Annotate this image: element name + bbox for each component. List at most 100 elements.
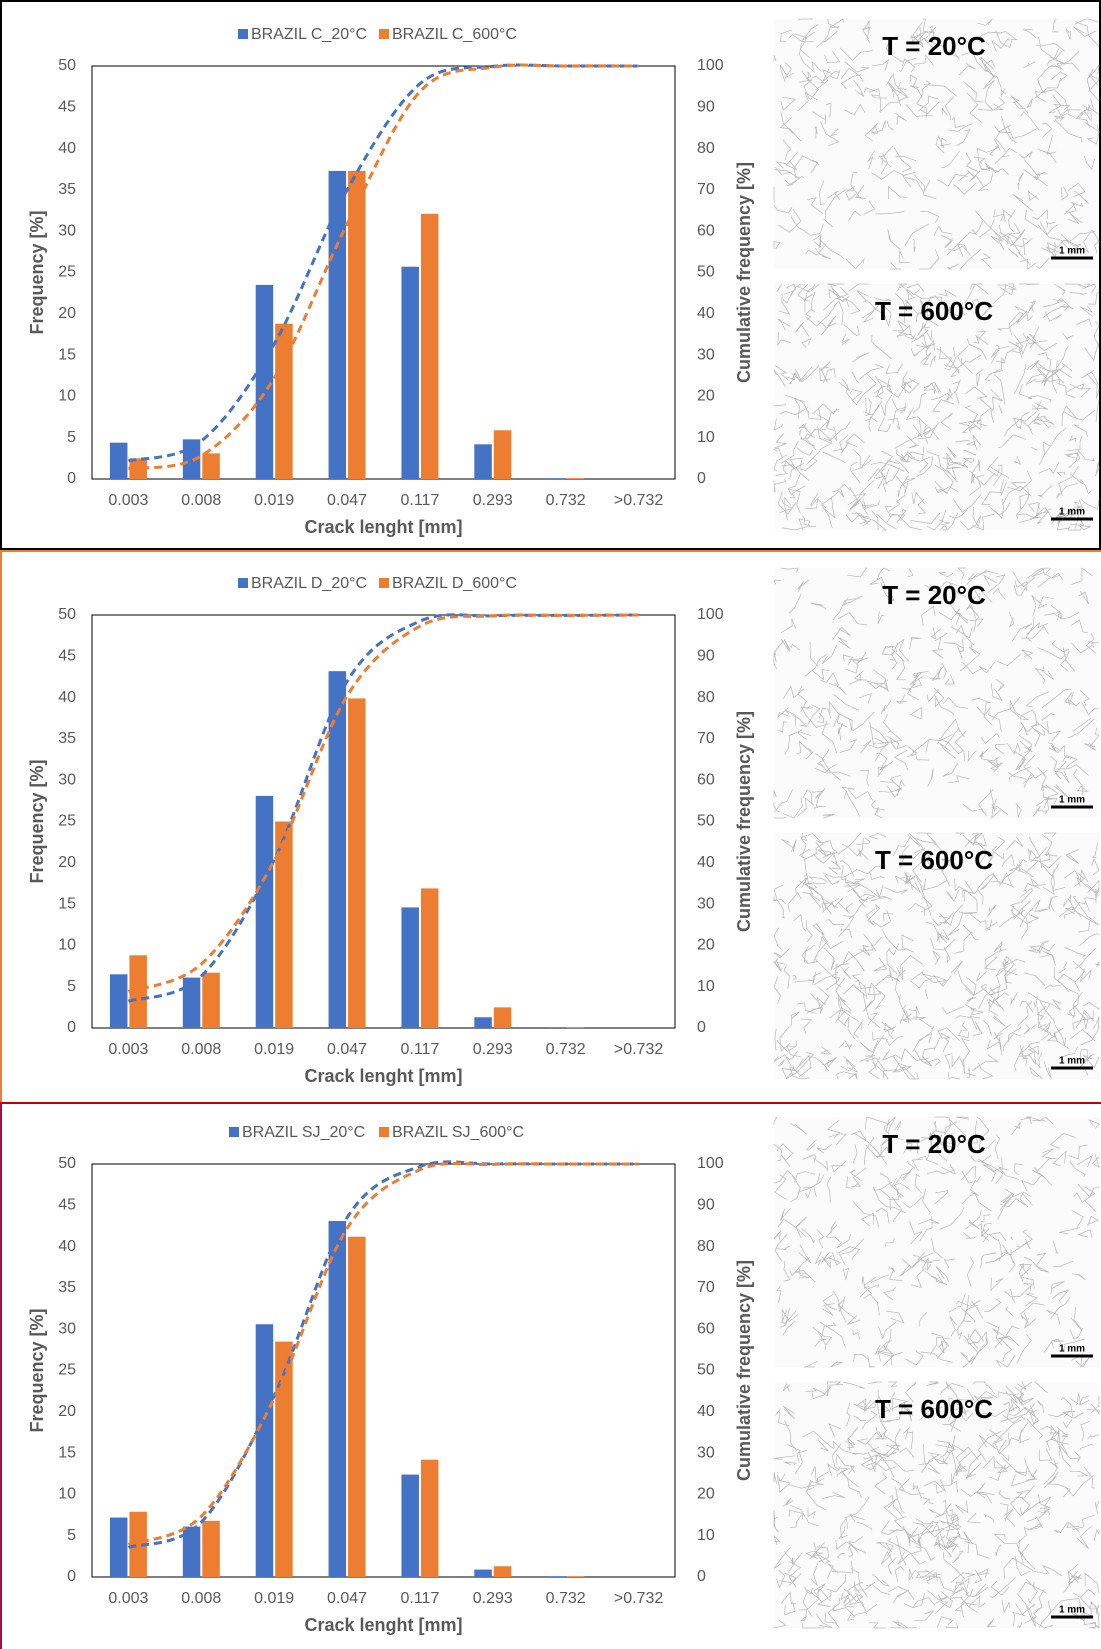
y-tick-label: 15 — [58, 346, 76, 363]
x-axis-title: Crack lenght [mm] — [304, 1066, 462, 1086]
legend-swatch — [229, 1127, 239, 1137]
chart-panel: 0 5 10 15 20 25 30 35 40 45 50 0 10 20 30 40 50 60 70 80 90 1… — [27, 567, 1100, 1086]
x-tick-label: 0.732 — [546, 492, 586, 509]
bar — [474, 1569, 492, 1577]
legend-label: BRAZIL SJ_20°C — [242, 1124, 365, 1141]
y-tick-label: 25 — [58, 264, 76, 281]
bar — [348, 170, 366, 480]
x-tick-label: 0.019 — [254, 1590, 294, 1607]
y2-tick-label: 90 — [697, 648, 715, 665]
y-tick-label: 40 — [58, 1238, 76, 1255]
crack-network — [773, 832, 1100, 1080]
y2-axis-title: Cumulative frequency [%] — [734, 711, 754, 932]
cumulative-line — [128, 63, 639, 463]
y2-tick-label: 20 — [697, 1486, 715, 1503]
y2-tick-label: 50 — [697, 1362, 715, 1379]
bar — [129, 1511, 147, 1577]
legend: BRAZIL C_20°C BRAZIL C_600°C — [238, 26, 517, 43]
y-tick-label: 45 — [58, 1197, 76, 1214]
y2-tick-label: 10 — [697, 1527, 715, 1544]
bar — [109, 974, 128, 1028]
y-tick-label: 35 — [58, 181, 76, 198]
legend-swatch — [238, 29, 248, 39]
y2-tick-label: 80 — [697, 140, 715, 157]
y2-tick-label: 60 — [697, 222, 715, 239]
x-tick-label: 0.293 — [473, 1590, 513, 1607]
y-tick-label: 20 — [58, 854, 76, 871]
y-tick-label: 50 — [58, 606, 76, 623]
y-tick-label: 0 — [67, 1568, 76, 1585]
x-tick-label: 0.117 — [401, 1590, 440, 1607]
x-tick-label: >0.732 — [614, 1041, 663, 1058]
x-tick-label: 0.003 — [108, 1590, 148, 1607]
bar — [348, 698, 366, 1028]
y2-tick-label: 90 — [697, 1197, 715, 1214]
y2-tick-label: 20 — [697, 388, 715, 405]
plot-area — [91, 614, 676, 1029]
y-tick-label: 0 — [67, 470, 76, 487]
image-label: T = 20°C — [882, 580, 986, 610]
bar — [566, 478, 585, 479]
bar — [255, 795, 274, 1028]
bar — [275, 323, 293, 479]
y-tick-label: 5 — [67, 978, 76, 995]
y2-tick-label: 70 — [697, 730, 715, 747]
crack-network — [773, 1381, 1100, 1630]
bar — [255, 284, 274, 479]
bar — [182, 1526, 201, 1577]
y2-tick-label: 10 — [697, 978, 715, 995]
crack-network — [773, 283, 1100, 531]
image-label: T = 600°C — [875, 1394, 993, 1424]
y2-tick-label: 0 — [697, 1019, 706, 1036]
y2-tick-label: 40 — [697, 1403, 715, 1420]
y-tick-label: 30 — [58, 1320, 76, 1337]
legend: BRAZIL D_20°C BRAZIL D_600°C — [238, 575, 517, 592]
y-tick-label: 5 — [67, 1527, 76, 1544]
bar — [328, 170, 347, 480]
x-tick-label: 0.293 — [473, 1041, 513, 1058]
x-tick-label: 0.117 — [401, 1041, 440, 1058]
bar — [420, 1459, 439, 1577]
y2-tick-label: 30 — [697, 1444, 715, 1461]
bar — [275, 1341, 293, 1577]
y-tick-label: 10 — [58, 1486, 76, 1503]
y2-tick-label: 0 — [697, 1568, 706, 1585]
scale-label: 1 mm — [1059, 1344, 1085, 1355]
y-tick-label: 15 — [58, 1444, 76, 1461]
x-axis-title: Crack lenght [mm] — [304, 517, 462, 537]
bar — [348, 1236, 366, 1577]
y2-tick-label: 30 — [697, 895, 715, 912]
y-tick-label: 5 — [67, 429, 76, 446]
x-axis-title: Crack lenght [mm] — [304, 1615, 462, 1635]
bar — [401, 1474, 419, 1577]
crack-network — [773, 1116, 1100, 1369]
y2-tick-label: 70 — [697, 181, 715, 198]
micrograph-bg — [774, 1382, 1099, 1628]
y-axis-title: Frequency [%] — [27, 1308, 47, 1432]
legend-swatch — [238, 578, 248, 588]
y-tick-label: 0 — [67, 1019, 76, 1036]
x-tick-label: 0.293 — [473, 492, 513, 509]
y2-tick-label: 0 — [697, 470, 706, 487]
bar — [420, 888, 439, 1028]
y-tick-label: 25 — [58, 813, 76, 830]
bar — [474, 444, 492, 479]
y-tick-label: 40 — [58, 689, 76, 706]
y2-axis-title: Cumulative frequency [%] — [734, 1260, 754, 1481]
x-tick-label: 0.732 — [546, 1041, 586, 1058]
image-label: T = 600°C — [875, 845, 993, 875]
legend-swatch — [379, 29, 389, 39]
bar — [109, 1517, 128, 1577]
cumulative-line — [127, 1160, 639, 1549]
y2-axis-title: Cumulative frequency [%] — [734, 162, 754, 383]
y2-tick-label: 100 — [697, 1155, 724, 1172]
bar — [109, 442, 128, 479]
bar — [202, 453, 220, 479]
y2-tick-label: 20 — [697, 937, 715, 954]
image-label: T = 600°C — [875, 296, 993, 326]
scale-label: 1 mm — [1059, 507, 1085, 518]
x-tick-label: 0.008 — [181, 1590, 221, 1607]
y2-tick-label: 50 — [697, 264, 715, 281]
bar — [493, 430, 512, 479]
y2-tick-label: 100 — [697, 57, 724, 74]
